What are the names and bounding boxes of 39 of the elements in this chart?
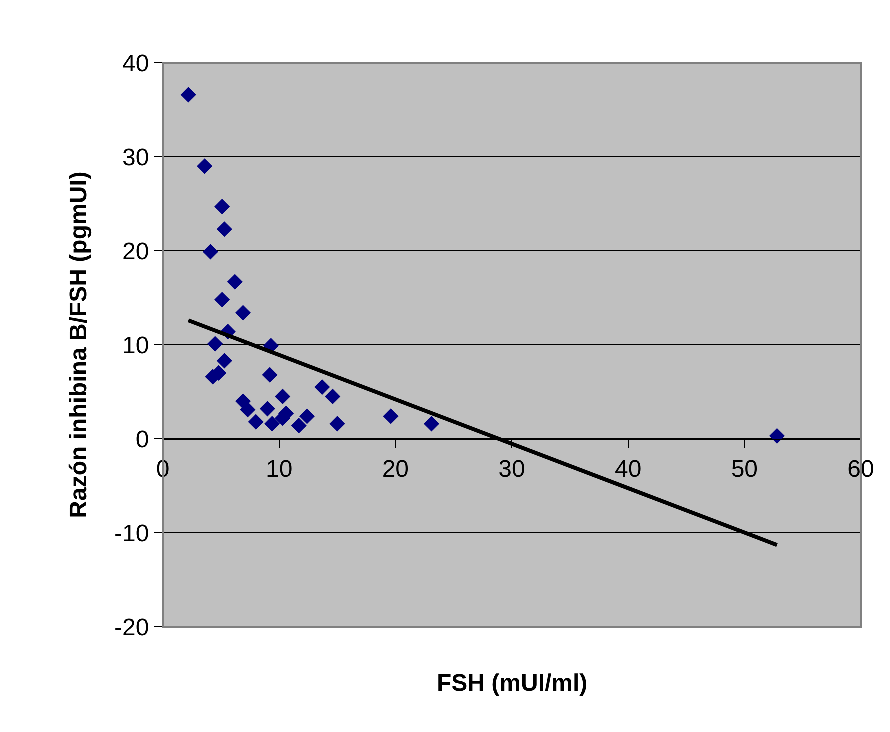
point [383, 408, 399, 424]
x-tick-label: 50 [731, 456, 758, 483]
y-axis-title: Razón inhibina B/FSH (pgmUI) [66, 172, 93, 518]
point [330, 416, 346, 432]
point [208, 336, 224, 352]
point [291, 418, 307, 434]
point [299, 408, 316, 424]
point [180, 87, 196, 103]
x-tick-label: 20 [382, 456, 410, 483]
point [248, 414, 264, 430]
x-tick-label: 10 [266, 456, 293, 483]
point [197, 158, 213, 174]
point [275, 388, 291, 404]
point [314, 380, 330, 396]
y-tick-label: -20 [114, 614, 150, 642]
y-tick-label: 20 [122, 238, 150, 266]
point [235, 305, 252, 321]
y-tick-label: 0 [136, 426, 150, 454]
y-tick-label: -10 [114, 520, 150, 548]
point [214, 292, 230, 308]
y-tick-label: 40 [122, 50, 150, 78]
y-tick-label: 30 [122, 144, 150, 172]
point [216, 353, 232, 369]
point [214, 199, 230, 215]
x-tick-label: 40 [614, 456, 642, 483]
point [262, 367, 278, 383]
point [769, 428, 786, 444]
point [260, 401, 276, 417]
point [227, 274, 243, 290]
y-tick-label: 10 [122, 332, 150, 360]
point [202, 244, 218, 260]
point [325, 388, 341, 404]
point [240, 402, 256, 418]
x-tick-label: 30 [498, 456, 526, 483]
x-axis-title: FSH (mUI/ml) [437, 670, 588, 697]
point [264, 416, 280, 432]
x-tick-label: 60 [848, 456, 874, 483]
point [216, 222, 232, 238]
point [424, 416, 440, 432]
